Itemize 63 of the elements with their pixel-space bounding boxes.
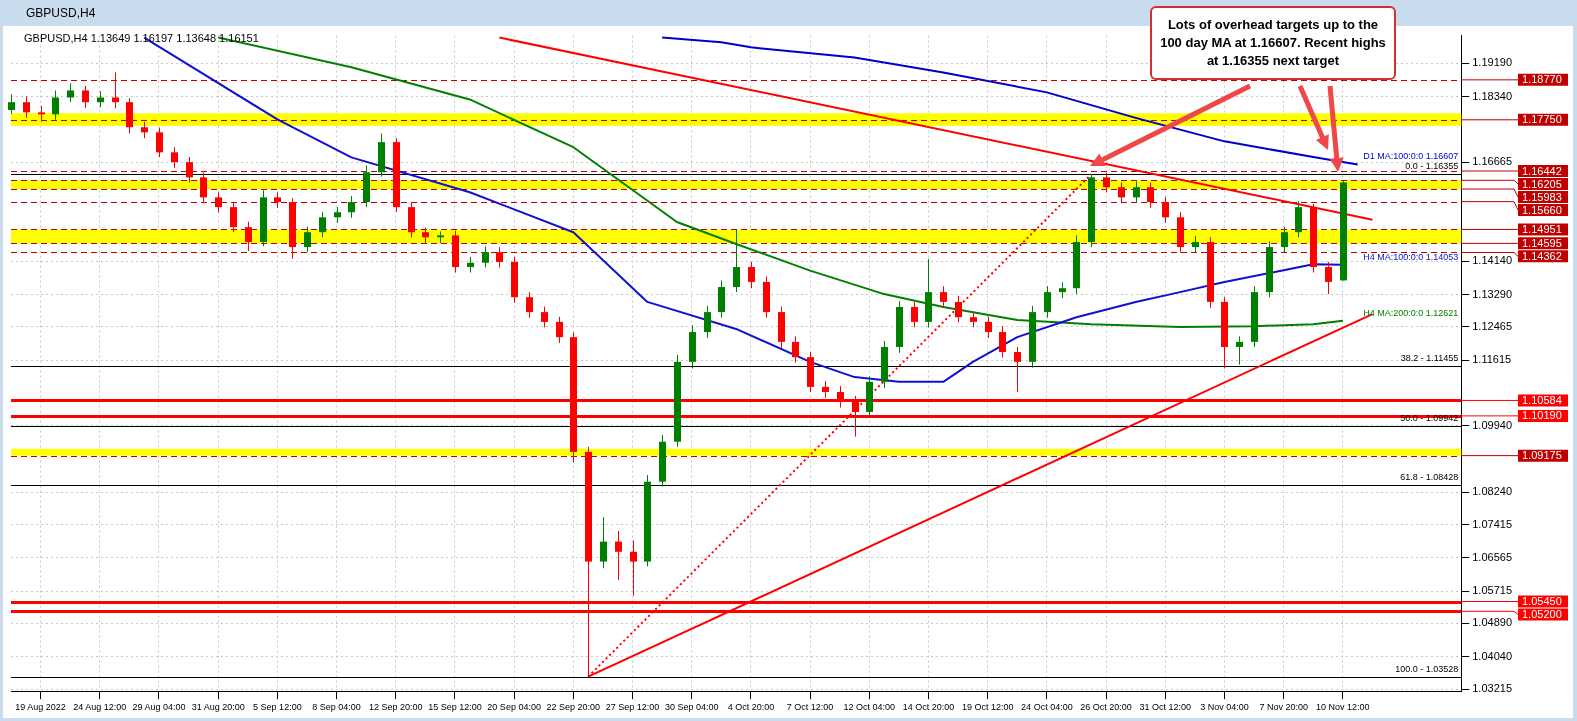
ref-line-label: 1.05450 xyxy=(1522,595,1562,608)
x-tick-label: 7 Oct 12:00 xyxy=(786,702,834,713)
y-tick-label: 1.07415 xyxy=(1472,517,1512,530)
y-tick-label: 1.18340 xyxy=(1472,89,1512,102)
annotation: 0.0 - 1.16355 xyxy=(1405,161,1459,172)
chart-subtitle: GBPUSD,H4 1.13649 1.16197 1.13648 1.16151 xyxy=(24,32,259,44)
ref-line-label: 1.16205 xyxy=(1522,177,1562,190)
x-tick-label: 4 Oct 20:00 xyxy=(727,702,775,713)
annotation: 38.2 - 1.11455 xyxy=(1400,353,1459,364)
x-tick-label: 8 Sep 04:00 xyxy=(312,702,361,713)
annotation: H4 MA:100:0:0 1.14053 xyxy=(1363,251,1459,262)
ref-line-label: 1.14951 xyxy=(1522,222,1562,235)
x-tick-label: 15 Sep 12:00 xyxy=(428,702,482,713)
ref-line-label: 1.09175 xyxy=(1522,449,1562,462)
annotation: 61.8 - 1.08428 xyxy=(1400,471,1459,482)
annotation: 100.0 - 1.03528 xyxy=(1395,663,1459,674)
x-tick-label: 30 Sep 04:00 xyxy=(664,702,719,713)
ref-line-label: 1.05200 xyxy=(1522,608,1562,621)
x-tick-label: 12 Oct 04:00 xyxy=(843,702,896,713)
ref-line-label: 1.16442 xyxy=(1522,164,1562,177)
ref-line-label: 1.10190 xyxy=(1522,409,1562,422)
y-tick-label: 1.16665 xyxy=(1472,155,1512,168)
y-tick-label: 1.04040 xyxy=(1472,649,1512,662)
x-tick-label: 27 Sep 12:00 xyxy=(605,702,660,713)
x-tick-label: 26 Oct 20:00 xyxy=(1080,702,1132,713)
x-tick-label: 22 Sep 20:00 xyxy=(546,702,601,713)
x-tick-label: 19 Aug 2022 xyxy=(15,702,66,713)
x-tick-label: 3 Nov 04:00 xyxy=(1200,702,1249,713)
y-tick-label: 1.03215 xyxy=(1472,682,1512,695)
y-tick-label: 1.06565 xyxy=(1472,550,1512,563)
annotation: H4 MA:200:0:0 1.12621 xyxy=(1363,307,1459,318)
x-tick-label: 12 Sep 20:00 xyxy=(368,702,423,713)
ref-line-label: 1.14362 xyxy=(1522,249,1562,262)
x-tick-label: 19 Oct 12:00 xyxy=(961,702,1014,713)
x-tick-label: 7 Nov 20:00 xyxy=(1259,702,1308,713)
y-tick-label: 1.11615 xyxy=(1472,353,1512,366)
x-tick-label: 14 Oct 20:00 xyxy=(902,702,955,713)
y-tick-label: 1.09940 xyxy=(1472,418,1512,431)
ref-line-label: 1.18770 xyxy=(1522,73,1562,86)
x-tick-label: 5 Sep 12:00 xyxy=(253,702,302,713)
ref-line-label: 1.14595 xyxy=(1522,236,1562,249)
x-tick-label: 20 Sep 04:00 xyxy=(487,702,541,713)
x-tick-label: 31 Aug 20:00 xyxy=(191,702,245,713)
x-tick-label: 24 Aug 12:00 xyxy=(73,702,127,713)
y-tick-label: 1.08240 xyxy=(1472,485,1512,498)
chart-title: GBPUSD,H4 xyxy=(26,6,96,20)
ref-line-label: 1.17750 xyxy=(1522,113,1562,126)
x-tick-label: 24 Oct 04:00 xyxy=(1021,702,1073,713)
annotation: 50.0 - 1.09942 xyxy=(1400,412,1459,423)
annotation: Lots of overhead targets up to the 100 day MA at 1.16607. Recent highs at 1.16355 next target xyxy=(1150,6,1396,80)
x-tick-label: 31 Oct 12:00 xyxy=(1139,702,1192,713)
y-tick-label: 1.05715 xyxy=(1472,584,1512,597)
y-tick-label: 1.14140 xyxy=(1472,254,1512,267)
y-tick-label: 1.19190 xyxy=(1472,56,1512,69)
y-tick-label: 1.12465 xyxy=(1472,319,1512,332)
x-tick-label: 10 Nov 12:00 xyxy=(1316,702,1370,713)
x-tick-label: 29 Aug 04:00 xyxy=(132,702,186,713)
ref-line-label: 1.15983 xyxy=(1522,190,1562,203)
annotation: D1 MA:100:0:0 1.16607 xyxy=(1363,151,1459,162)
y-tick-label: 1.04890 xyxy=(1472,616,1512,629)
ref-line-label: 1.10584 xyxy=(1522,393,1562,406)
y-tick-label: 1.13290 xyxy=(1472,287,1512,300)
ref-line-label: 1.15660 xyxy=(1522,203,1562,216)
